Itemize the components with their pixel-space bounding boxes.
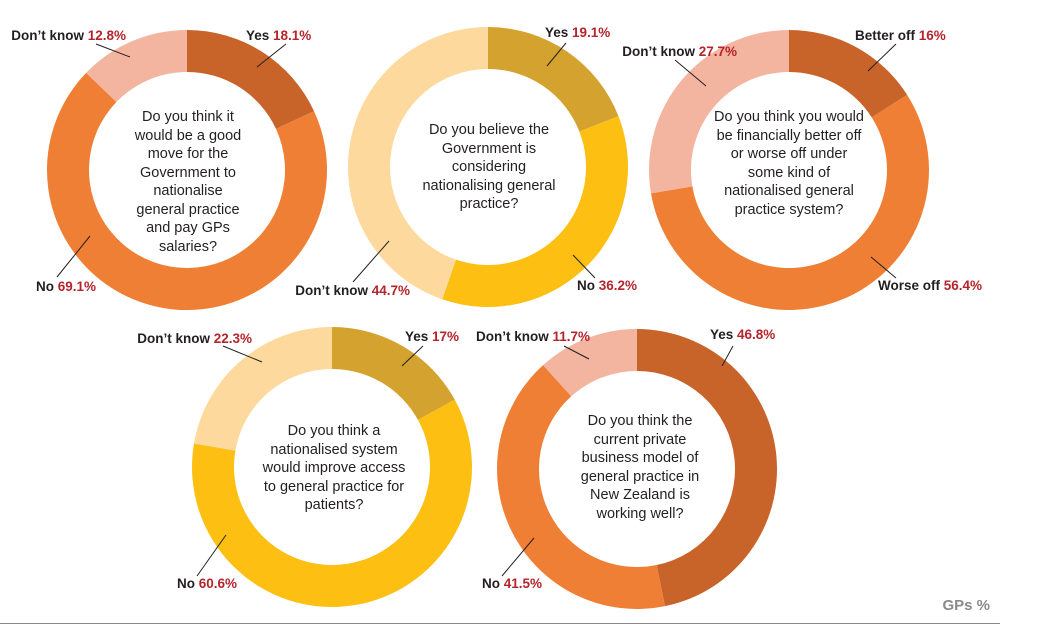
label-category: Worse off: [878, 278, 944, 293]
leader-line-don-t-know: [95, 43, 131, 58]
unit-label: GPs %: [942, 597, 990, 614]
chart-3-question: Do you think you would be financially be…: [714, 109, 864, 218]
chart-2-question: Do you believe the Government is conside…: [422, 122, 556, 212]
data-label-don-t-know: Don’t know 12.8%: [11, 28, 126, 43]
label-category: No: [577, 278, 599, 293]
label-value: 19.1%: [572, 25, 610, 40]
leader-line-better-off: [867, 43, 897, 72]
slice-don-t-know: [543, 329, 637, 397]
leader-line-worse-off: [870, 256, 897, 279]
slice-yes: [187, 30, 315, 129]
label-value: 18.1%: [273, 28, 311, 43]
label-value: 27.7%: [699, 44, 737, 59]
label-category: Don’t know: [295, 283, 372, 298]
leader-line-yes: [256, 43, 287, 68]
slice-no: [442, 116, 628, 307]
slice-don-t-know: [649, 30, 789, 194]
donut-chart-5: Yes 46.8% No 41.5% Don’t know 11.7%: [476, 327, 778, 609]
data-label-no: No 69.1%: [36, 279, 96, 294]
data-label-no: No 36.2%: [577, 278, 637, 293]
label-category: Don’t know: [137, 331, 214, 346]
bottom-rule: [0, 623, 1000, 624]
leader-line-yes: [546, 42, 567, 67]
label-category: Better off: [855, 28, 919, 43]
leader-line-yes: [401, 345, 424, 367]
data-label-yes: Yes 18.1%: [246, 28, 311, 43]
label-category: Yes: [710, 327, 737, 342]
label-value: 22.3%: [214, 331, 252, 346]
data-label-yes: Yes 17%: [405, 329, 459, 344]
chart-1-question: Do you think it would be a good move for…: [134, 109, 242, 255]
slice-don-t-know: [347, 27, 488, 300]
label-value: 36.2%: [599, 278, 637, 293]
label-category: No: [177, 576, 199, 591]
label-category: Yes: [545, 25, 572, 40]
leader-line-don-t-know: [674, 59, 707, 87]
label-value: 44.7%: [372, 283, 410, 298]
label-value: 69.1%: [58, 279, 96, 294]
label-value: 60.6%: [199, 576, 237, 591]
data-label-yes: Yes 46.8%: [710, 327, 775, 342]
label-category: No: [482, 576, 504, 591]
chart-4-question: Do you think a nationalised system would…: [262, 423, 406, 513]
label-value: 41.5%: [504, 576, 542, 591]
label-category: Don’t know: [11, 28, 88, 43]
label-category: No: [36, 279, 58, 294]
data-label-worse-off: Worse off 56.4%: [878, 278, 982, 293]
slice-don-t-know: [86, 30, 187, 103]
slice-yes: [488, 27, 619, 132]
label-category: Don’t know: [622, 44, 699, 59]
leader-line-don-t-know: [352, 240, 390, 283]
donut-chart-1: Yes 18.1% No 69.1% Don’t know 12.8%: [11, 28, 327, 311]
leader-line-no: [56, 235, 91, 278]
leader-line-no: [572, 254, 596, 279]
data-label-don-t-know: Don’t know 27.7%: [622, 44, 737, 59]
data-label-better-off: Better off 16%: [855, 28, 946, 43]
leader-line-no: [501, 537, 535, 577]
slice-no: [46, 72, 327, 311]
slice-yes: [637, 329, 778, 607]
donut-chart-3: Better off 16% Worse off 56.4% Don’t know …: [622, 28, 982, 311]
slice-don-t-know: [193, 327, 332, 451]
chart-5-question: Do you think the current private busines…: [580, 413, 700, 522]
slice-worse-off: [650, 94, 929, 311]
data-label-don-t-know: Don’t know 22.3%: [137, 331, 252, 346]
label-value: 17%: [432, 329, 459, 344]
data-label-yes: Yes 19.1%: [545, 25, 610, 40]
label-category: Don’t know: [476, 329, 553, 344]
label-category: Yes: [246, 28, 273, 43]
donut-chart-2: Yes 19.1% No 36.2% Don’t know 44.7%: [295, 25, 637, 307]
data-label-no: No 41.5%: [482, 576, 542, 591]
leader-line-don-t-know: [222, 345, 263, 363]
leader-line-no: [196, 534, 227, 577]
label-value: 12.8%: [88, 28, 126, 43]
slice-yes: [332, 327, 455, 420]
label-value: 16%: [919, 28, 946, 43]
data-label-don-t-know: Don’t know 11.7%: [476, 329, 590, 344]
donut-chart-4: Yes 17% No 60.6% Don’t know 22.3%: [137, 327, 473, 608]
label-value: 11.7%: [552, 329, 590, 344]
slice-better-off: [789, 30, 908, 118]
leader-line-don-t-know: [563, 345, 590, 360]
label-value: 56.4%: [944, 278, 982, 293]
data-label-no: No 60.6%: [177, 576, 237, 591]
data-label-don-t-know: Don’t know 44.7%: [295, 283, 410, 298]
leader-line-yes: [721, 345, 734, 367]
slice-no: [497, 365, 665, 609]
slice-no: [192, 399, 473, 608]
label-category: Yes: [405, 329, 432, 344]
label-value: 46.8%: [737, 327, 775, 342]
